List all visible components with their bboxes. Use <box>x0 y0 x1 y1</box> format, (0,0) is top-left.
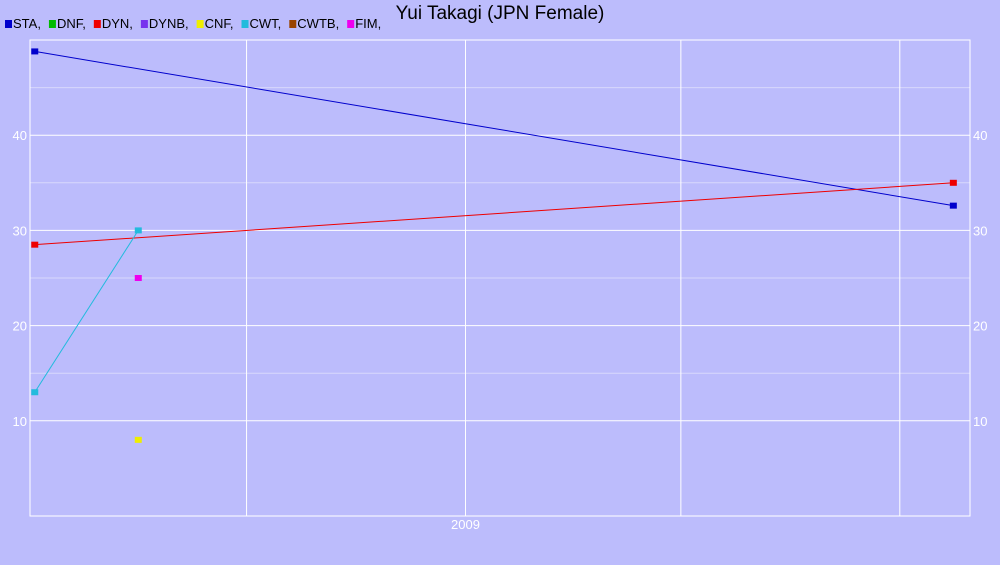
point-sta-0 <box>31 48 39 55</box>
legend-swatch-1 <box>48 20 56 28</box>
x-tick-0: 2009 <box>451 517 480 532</box>
chart-title: Yui Takagi (JPN Female) <box>396 3 605 24</box>
legend-swatch-3 <box>140 20 148 28</box>
legend-swatch-2 <box>93 20 101 28</box>
legend-label-4: CNF, <box>205 16 234 31</box>
point-sta-1 <box>949 202 957 209</box>
legend-label-2: DYN, <box>102 16 133 31</box>
grid <box>30 40 970 516</box>
point-cnf-0 <box>134 436 142 443</box>
plot-frame <box>29 39 971 517</box>
legend-label-6: CWTB, <box>297 16 339 31</box>
legend-swatch-0 <box>5 20 12 28</box>
series-line-sta <box>34 50 954 207</box>
point-cwt-0 <box>31 389 39 396</box>
legend-swatch-6 <box>289 20 297 28</box>
y-tick-right-0: 10 <box>973 414 987 429</box>
legend-swatch-4 <box>196 20 204 28</box>
point-cwt-1 <box>134 227 142 234</box>
legend-label-5: CWT, <box>250 16 282 31</box>
y-tick-left-3: 40 <box>13 128 27 143</box>
y-tick-right-1: 20 <box>973 319 987 334</box>
point-dyn-1 <box>949 179 957 186</box>
legend-label-7: FIM, <box>355 16 381 31</box>
legend-swatch-7 <box>347 20 355 28</box>
series-layer <box>31 48 957 443</box>
legend-label-3: DYNB, <box>149 16 189 31</box>
legend-swatch-5 <box>241 20 249 28</box>
point-fim-0 <box>134 275 142 281</box>
legend-label-1: DNF, <box>57 16 86 31</box>
series-line-cwt <box>34 230 139 393</box>
y-tick-left-1: 20 <box>13 319 27 334</box>
series-line-dyn <box>34 182 954 246</box>
legend: STA, DNF, DYN, DYNB, CNF, CWT, CWTB, FIM, <box>5 16 381 31</box>
point-dyn-0 <box>31 241 39 248</box>
legend-label-0: STA, <box>13 16 41 31</box>
y-tick-left-0: 10 <box>13 414 27 429</box>
y-tick-right-3: 40 <box>973 128 987 143</box>
y-tick-right-2: 30 <box>973 223 987 238</box>
y-tick-left-2: 30 <box>13 223 27 238</box>
axes: 10 10 20 20 30 30 40 40 2009 <box>13 39 987 532</box>
